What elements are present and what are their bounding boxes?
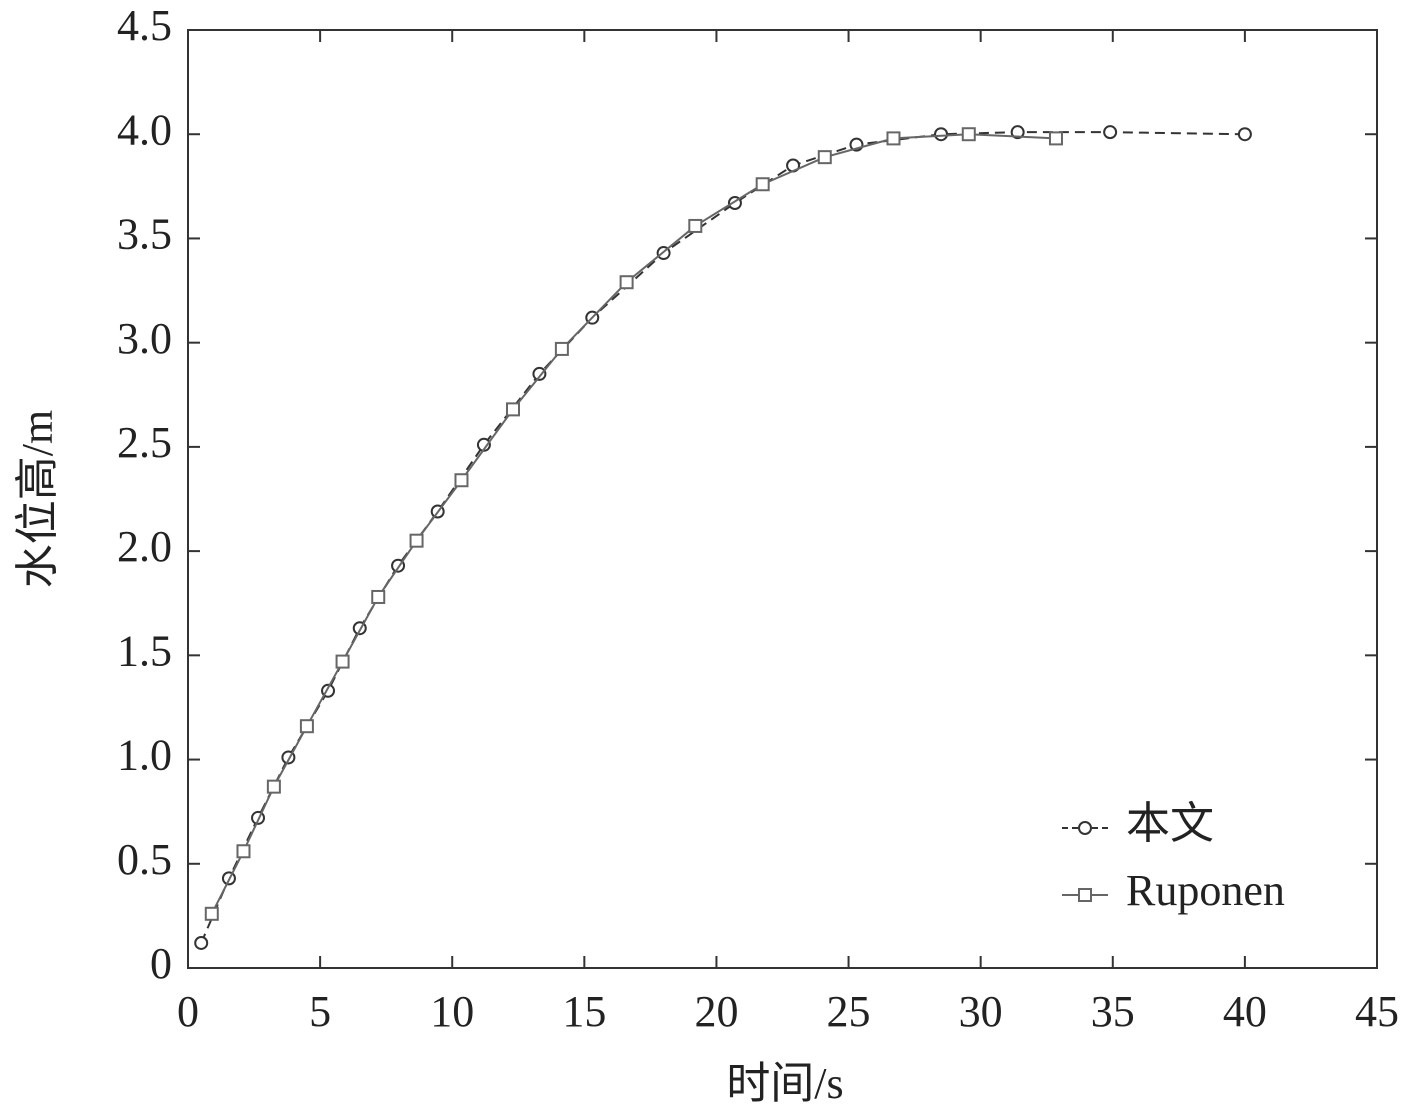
marker [194,935,209,950]
x-tick-label: 0 [177,987,199,1036]
x-tick-label: 35 [1091,987,1135,1036]
marker [1078,821,1092,835]
marker [554,341,569,356]
series-line [210,133,1057,915]
marker [532,366,547,381]
y-tick-label: 1.0 [117,731,172,780]
marker [817,150,832,165]
marker [505,402,520,417]
marker [1048,131,1063,146]
marker [1237,127,1252,142]
x-tick-label: 15 [562,987,606,1036]
legend-label: 本文 [1126,799,1214,848]
y-tick-label: 2.0 [117,522,172,571]
marker [886,131,901,146]
marker [1010,125,1025,140]
y-tick-label: 0 [150,939,172,988]
x-tick-label: 40 [1223,987,1267,1036]
y-tick-label: 3.5 [117,210,172,259]
marker [934,127,949,142]
marker [755,177,770,192]
marker [299,719,314,734]
y-tick-label: 3.0 [117,314,172,363]
y-tick-label: 2.5 [117,418,172,467]
y-tick-label: 0.5 [117,835,172,884]
y-tick-label: 4.0 [117,105,172,154]
marker [688,218,703,233]
series-line [200,131,1245,944]
x-tick-label: 5 [309,987,331,1036]
marker [371,589,386,604]
marker [266,779,281,794]
x-tick-label: 10 [430,987,474,1036]
y-axis-label: 水位高/m [13,410,62,588]
x-tick-label: 45 [1355,987,1399,1036]
marker [1078,888,1092,902]
marker [335,654,350,669]
marker [204,906,219,921]
y-tick-label: 4.5 [117,1,172,50]
marker [409,533,424,548]
x-tick-label: 25 [827,987,871,1036]
x-axis-label: 时间/s [726,1059,843,1108]
marker [236,844,251,859]
marker [619,275,634,290]
x-tick-label: 20 [694,987,738,1036]
marker [454,473,469,488]
legend-label: Ruponen [1126,866,1285,915]
marker [961,127,976,142]
x-tick-label: 30 [959,987,1003,1036]
marker [1103,125,1118,140]
plot-frame [187,29,1378,969]
y-tick-label: 1.5 [117,626,172,675]
